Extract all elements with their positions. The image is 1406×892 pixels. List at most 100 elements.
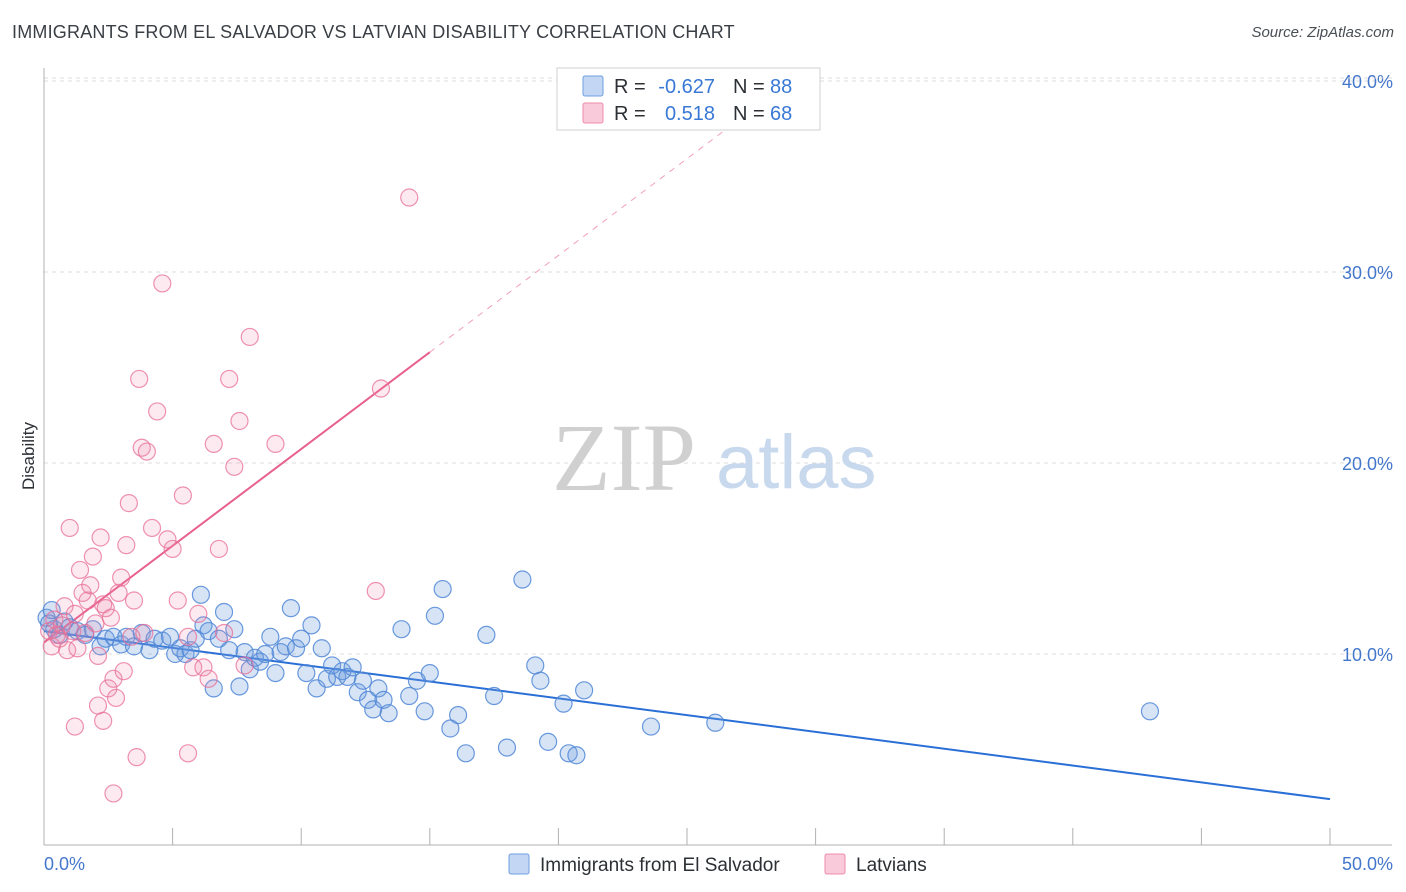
point-el-salvador [531,671,550,690]
point-el-salvador [266,663,285,683]
point-el-salvador [348,683,367,702]
chart-title: IMMIGRANTS FROM EL SALVADOR VS LATVIAN D… [12,22,735,42]
point-el-salvador [312,639,331,658]
point-el-salvador [220,641,239,660]
point-el-salvador [292,629,311,648]
point-el-salvador [302,616,321,635]
point-el-salvador [358,690,378,709]
point-el-salvador [641,717,661,736]
point-latvians [78,591,97,610]
series-legend: Immigrants from El Salvador Latvians [508,853,927,876]
point-latvians [96,599,115,618]
point-el-salvador [160,627,180,646]
legend-r-label-2: R = [614,103,646,125]
source-label: Source: ZipAtlas.com [1251,24,1394,41]
point-el-salvador [117,627,136,646]
point-el-salvador [448,706,468,725]
point-el-salvador [166,644,185,664]
y-tick-label: 10.0% [1342,645,1393,665]
point-el-salvador [209,629,228,648]
point-latvians [42,637,61,656]
series-legend-label-1: Immigrants from El Salvador [540,855,780,876]
point-latvians [173,486,192,505]
point-el-salvador [539,732,558,751]
point-el-salvador [575,681,594,700]
point-el-salvador [441,719,460,738]
axes: 0.0% 50.0% [43,68,1393,874]
point-el-salvador [554,694,573,713]
point-latvians [60,518,79,538]
point-latvians [101,608,120,627]
point-latvians [91,528,110,547]
point-latvians [214,623,234,643]
watermark: ZIP atlas [552,404,877,511]
legend-swatch-blue [582,75,604,97]
point-latvians [225,457,244,476]
point-el-salvador [333,662,352,681]
point-el-salvador [191,585,210,604]
point-latvians [230,411,249,431]
trend-line-latvians [43,351,431,644]
point-el-salvador [225,620,244,639]
point-latvians [106,688,126,708]
trend-line-latvians-extension [429,96,770,353]
point-el-salvador [420,663,439,683]
point-latvians [235,656,254,675]
legend-n-label-2: N = [733,103,765,125]
point-el-salvador [338,667,357,687]
point-el-salvador [297,663,316,683]
point-latvians [52,616,72,635]
grid: 10.0% 20.0% 30.0% 40.0% [44,72,1393,665]
point-latvians [55,597,74,616]
point-el-salvador [392,620,411,639]
point-latvians [109,583,128,602]
point-latvians [117,536,136,555]
point-latvians [158,530,177,549]
point-latvians [127,748,146,767]
point-latvians [189,604,208,623]
point-el-salvador [374,690,393,709]
point-el-salvador [322,656,342,675]
point-el-salvador [425,606,445,625]
point-el-salvador [1140,702,1160,721]
point-el-salvador [567,746,586,765]
x-tick-label: 50.0% [1342,854,1393,874]
point-el-salvador [400,686,419,706]
legend-n-value-2: 68 [770,103,792,125]
point-el-salvador [140,641,159,660]
point-latvians [68,639,87,658]
point-el-salvador [456,744,475,763]
point-latvians [163,539,182,559]
y-tick-label: 20.0% [1342,454,1393,474]
series-legend-swatch-pink [824,853,846,875]
point-latvians [209,539,228,559]
point-latvians [135,623,154,643]
data-points [37,188,1160,803]
point-latvians [178,627,198,646]
point-latvians [130,369,149,389]
point-latvians [88,646,108,666]
legend-r-label-1: R = [614,76,646,98]
legend-swatch-pink [582,102,604,124]
point-latvians [70,560,90,580]
point-latvians [137,442,156,461]
point-latvians [366,581,385,601]
point-latvians [88,696,108,715]
point-latvians [104,669,123,688]
point-el-salvador [379,704,398,723]
x-tick-label: 0.0% [44,854,85,874]
point-el-salvador [353,671,373,690]
point-el-salvador [706,713,725,732]
point-latvians [220,369,239,389]
watermark-atlas: atlas [716,420,877,505]
point-latvians [184,658,203,677]
point-el-salvador [513,570,532,589]
point-latvians [266,434,285,453]
point-latvians [65,717,84,736]
stats-legend: R = -0.627 N = 88 R = 0.518 N = 68 [556,67,821,131]
point-el-salvador [261,627,280,646]
point-latvians [142,518,162,538]
point-el-salvador [497,738,517,757]
point-latvians [94,711,113,730]
